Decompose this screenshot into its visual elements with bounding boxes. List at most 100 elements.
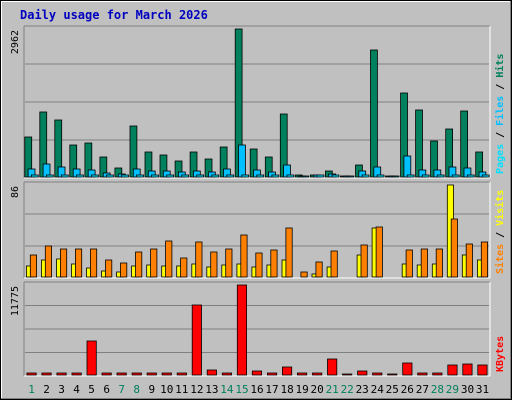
day-label-30: 30 [461,383,474,396]
bar-sites-day-19 [300,271,308,278]
day-label-26: 26 [401,383,414,396]
bar-sites-day-31 [480,241,488,278]
bar-kbytes-day-24 [372,372,383,376]
frame-bevel-left [1,1,2,399]
bar-kbytes-day-17 [266,372,278,376]
bar-kbytes-day-1 [26,372,37,376]
bar-kbytes-day-21 [327,358,338,376]
bar-kbytes-day-7 [116,372,127,376]
bar-pages-day-5 [91,174,99,178]
bar-files-day-15 [238,144,246,178]
day-label-25: 25 [386,383,399,396]
bar-pages-day-31 [481,174,490,178]
bar-pages-day-11 [181,174,189,178]
bar-sites-day-29 [450,218,458,278]
bar-pages-day-27 [421,174,430,178]
y-max-label: 2962 [10,30,21,54]
bar-kbytes-day-27 [417,372,428,376]
bar-sites-day-2 [44,245,52,278]
day-label-13: 13 [205,383,218,396]
panel-kbytes: 11775 KBytes [10,281,506,377]
panel-legend: Sites / Visits [494,190,506,274]
bar-kbytes-day-2 [41,372,52,376]
bar-kbytes-day-25 [387,373,398,376]
bar-pages-day-21 [331,174,340,178]
day-label-14: 14 [220,383,234,396]
bar-files-day-26 [403,155,412,178]
day-label-29: 29 [446,383,459,396]
bar-pages-day-12 [196,174,204,178]
bar-kbytes-day-6 [101,372,112,376]
bar-pages-day-20 [316,174,325,178]
bar-pages-day-18 [286,174,295,178]
day-label-17: 17 [265,383,278,396]
bar-kbytes-day-11 [176,372,187,376]
day-label-9: 9 [148,383,155,396]
bar-hits-day-27 [415,109,423,178]
day-label-27: 27 [416,383,429,396]
bar-kbytes-day-3 [56,372,67,376]
bar-sites-day-11 [180,257,188,278]
bar-kbytes-day-26 [402,362,413,376]
bar-sites-day-23 [360,244,368,278]
bar-sites-day-17 [270,249,278,278]
bar-pages-day-17 [271,174,280,178]
bar-sites-day-30 [465,243,473,278]
bar-sites-day-24 [375,226,383,278]
bar-hits-day-24 [370,49,378,178]
bar-sites-day-7 [120,262,128,278]
bar-kbytes-day-5 [86,340,97,376]
bar-sites-day-15 [240,234,248,278]
bar-kbytes-day-22 [342,373,353,376]
bar-kbytes-day-18 [281,366,293,376]
bar-sites-day-3 [60,248,68,278]
day-label-23: 23 [356,383,369,396]
legend-kbytes: KBytes [495,336,506,372]
bar-pages-day-23 [361,174,370,178]
bar-pages-day-9 [151,174,159,178]
panel-visits_sites: 86 Sites / Visits [10,181,506,279]
legend-hits: Hits [494,54,506,78]
bar-sites-day-10 [165,240,173,278]
day-label-19: 19 [295,383,308,396]
day-label-4: 4 [73,383,80,396]
bar-kbytes-day-15 [236,284,248,376]
legend-files: Files [494,96,506,126]
y-max-label: 11775 [10,286,21,316]
day-label-2: 2 [43,383,50,396]
frame-bevel-right [510,1,511,399]
bar-sites-day-16 [255,252,263,278]
bar-sites-day-27 [420,248,428,278]
day-label-24: 24 [371,383,385,396]
bar-pages-day-19 [301,175,310,178]
panel-hits_files_pages: 2962 Pages / Files / Hits [10,25,506,179]
bar-pages-day-14 [226,174,235,178]
bar-pages-day-26 [406,174,415,178]
bar-kbytes-day-4 [71,372,82,376]
bar-pages-day-15 [241,174,250,178]
day-label-22: 22 [341,383,354,396]
day-label-16: 16 [250,383,263,396]
day-label-7: 7 [118,383,125,396]
panel-legend: Pages / Files / Hits [494,54,506,174]
bar-pages-day-6 [106,174,114,178]
bar-pages-day-10 [166,174,174,178]
bar-pages-day-13 [211,174,220,178]
x-axis-day-labels: 1 2 3 4 5 6 7 8 9 10 11 12 13 14 15 16 17 18 19 20 21 22 23 24 2… [28,383,489,396]
frame-bevel-top [1,1,511,2]
bar-kbytes-day-30 [462,363,473,376]
panel-legend: KBytes [495,336,506,372]
day-label-20: 20 [310,383,323,396]
bar-kbytes-day-10 [161,372,172,376]
bar-pages-day-3 [61,174,69,178]
bar-kbytes-day-12 [191,304,202,376]
bar-kbytes-day-19 [296,372,308,376]
bar-kbytes-day-14 [221,372,233,376]
day-label-11: 11 [175,383,188,396]
bar-kbytes-day-9 [146,372,157,376]
bar-sites-day-9 [150,248,158,278]
bar-sites-day-6 [105,259,113,278]
bar-pages-day-22 [346,175,355,178]
day-label-28: 28 [431,383,444,396]
